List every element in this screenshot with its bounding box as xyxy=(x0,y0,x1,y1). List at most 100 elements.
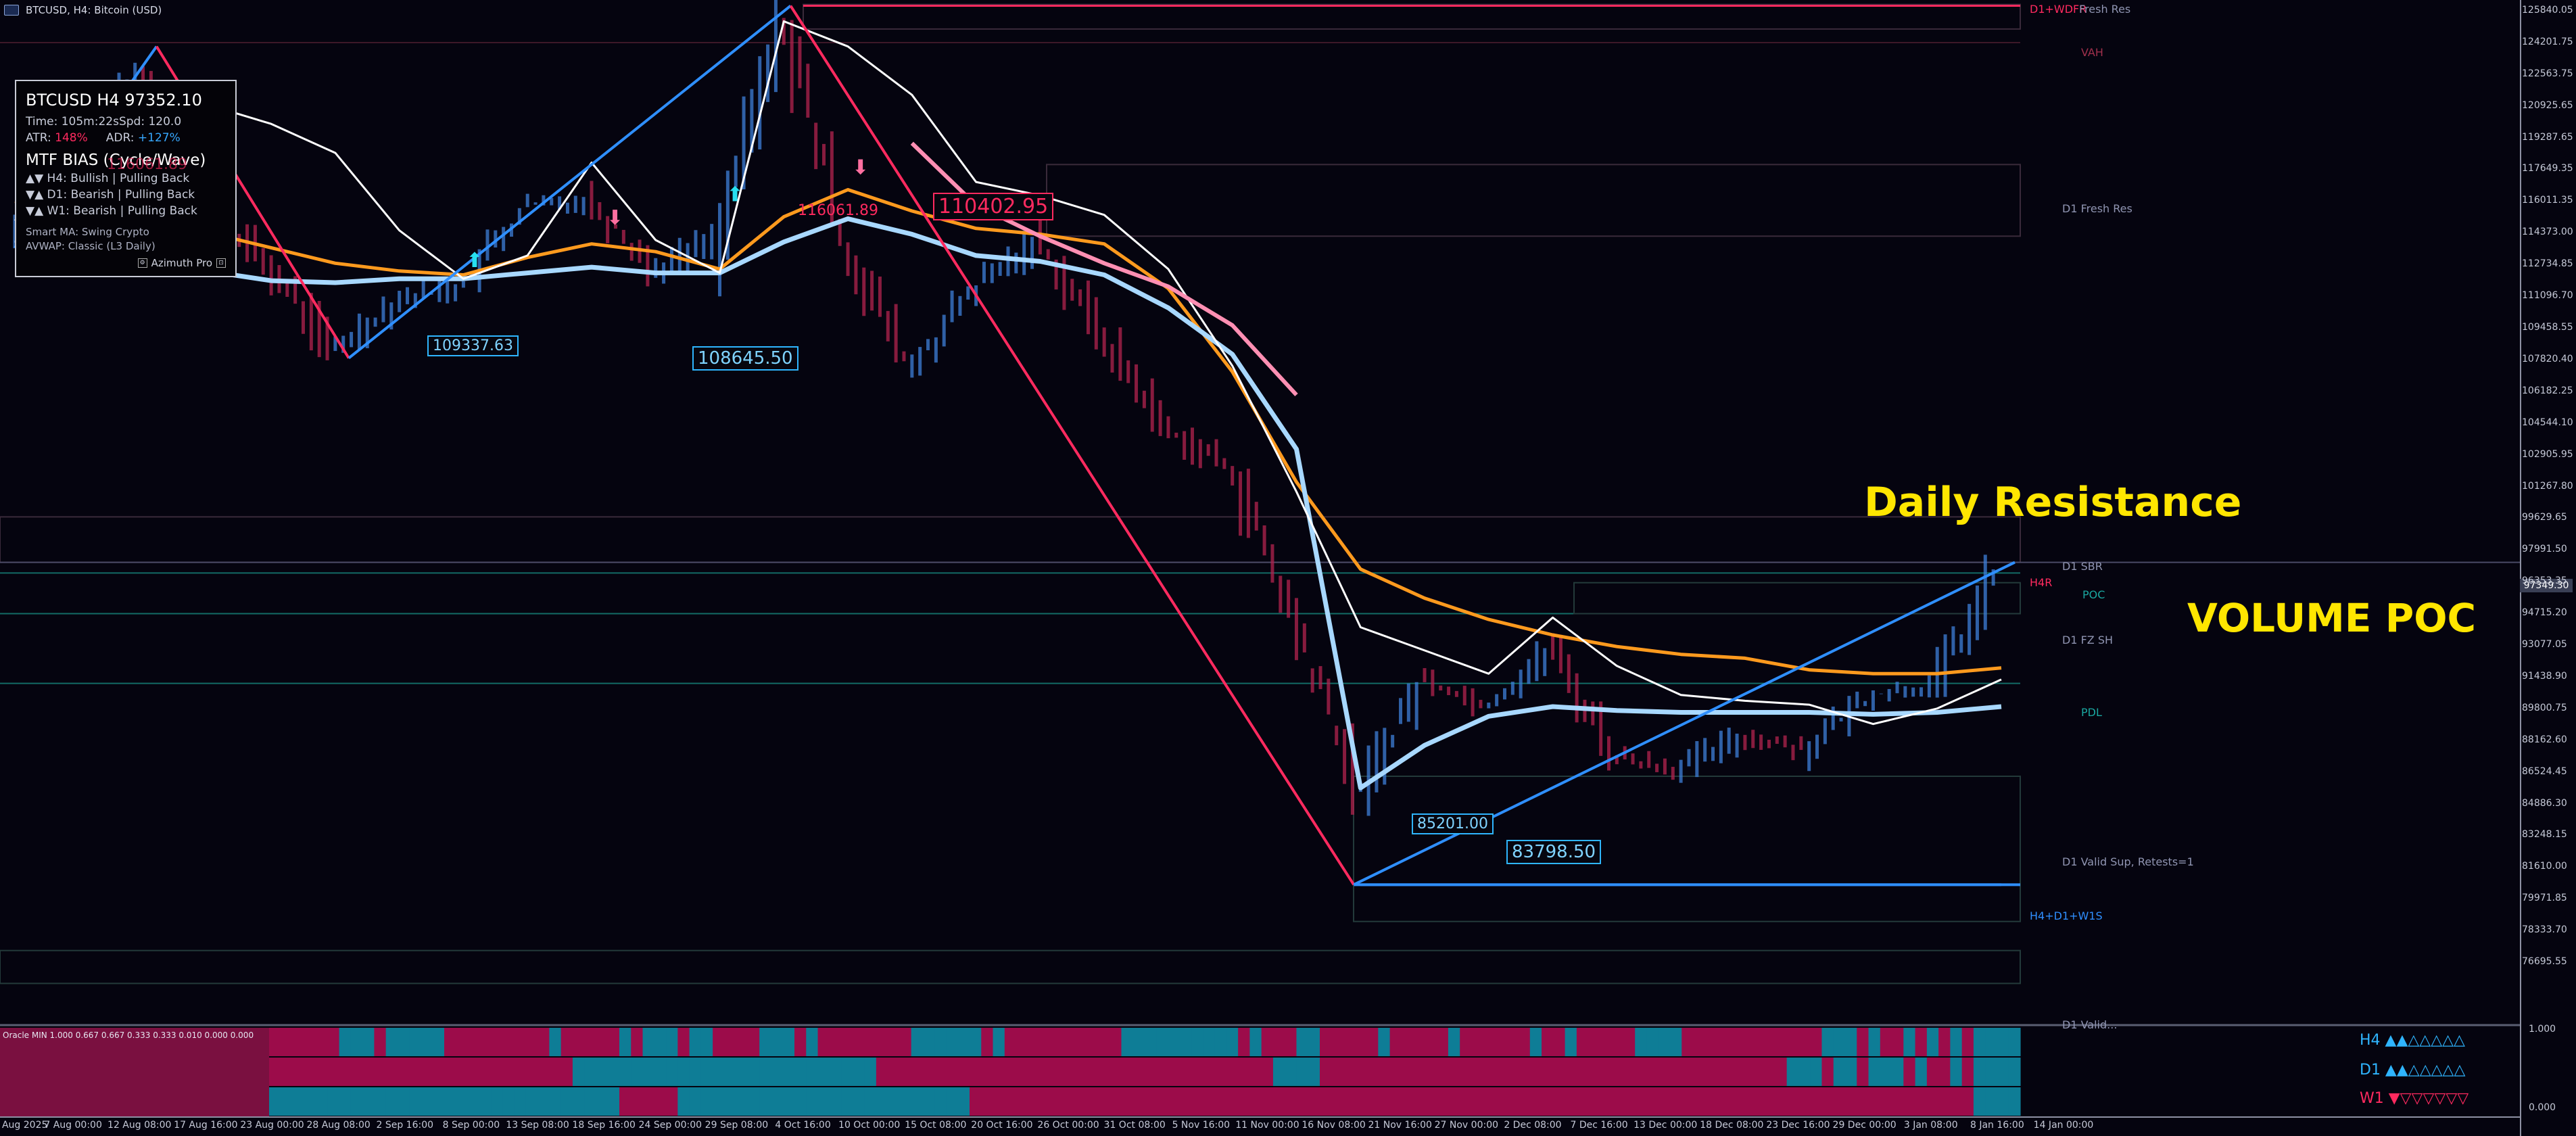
oscillator-cell xyxy=(1553,1087,1566,1116)
price-tick-label: 93077.05 xyxy=(2522,639,2567,650)
oscillator-cell xyxy=(607,1087,620,1116)
oscillator-cell xyxy=(1646,1058,1659,1086)
oscillator-cell xyxy=(666,1028,678,1056)
oscillator-cell xyxy=(397,1028,410,1056)
adr-label: ADR: xyxy=(105,131,135,145)
oscillator-cell xyxy=(397,1087,410,1116)
oscillator-cell xyxy=(1717,1028,1729,1056)
oscillator-cell xyxy=(1039,1058,1052,1086)
oscillator-cell xyxy=(1565,1087,1577,1116)
callout-low-1: 109337.63 xyxy=(427,335,519,356)
info-panel[interactable]: BTCUSD H4 97352.10 Time: 105m:22sSpd: 12… xyxy=(15,80,237,277)
oscillator-cell xyxy=(560,1028,573,1056)
oscillator-cell xyxy=(1973,1058,1986,1086)
atr-value: 148% xyxy=(55,131,88,145)
oscillator-cell xyxy=(1565,1058,1577,1086)
oscillator-cell xyxy=(631,1087,644,1116)
oscillator-cell xyxy=(1542,1087,1554,1116)
oscillator-cell xyxy=(1214,1058,1227,1086)
time-tick-label: 2 Sep 16:00 xyxy=(376,1120,434,1131)
oscillator-cell xyxy=(1145,1087,1157,1116)
oscillator-cell xyxy=(1892,1058,1904,1086)
oscillator-cell xyxy=(1004,1028,1017,1056)
oscillator-cell xyxy=(514,1028,527,1056)
price-tick-label: 91438.90 xyxy=(2522,670,2567,682)
oscillator-cell xyxy=(1681,1058,1694,1086)
oscillator-cell xyxy=(631,1028,644,1056)
oscillator-cell xyxy=(607,1028,620,1056)
adr-value: +127% xyxy=(137,131,181,145)
oscillator-cell xyxy=(596,1087,609,1116)
zone-d1-valid-sup xyxy=(1353,776,2021,922)
oscillator-cell xyxy=(596,1058,609,1086)
time-tick-label: 7 Aug 00:00 xyxy=(44,1120,102,1131)
oscillator-cell xyxy=(1810,1087,1823,1116)
oscillator-cell xyxy=(736,1087,748,1116)
oscillator-cell xyxy=(1343,1058,1356,1086)
oscillator-cell xyxy=(1868,1058,1881,1086)
bias-w1: ▼▲ W1: Bearish | Pulling Back xyxy=(26,204,197,218)
oscillator-cell xyxy=(1296,1028,1309,1056)
oscillator-cell xyxy=(1214,1087,1227,1116)
oscillator-cell xyxy=(1203,1028,1216,1056)
oscillator-cell xyxy=(1460,1028,1473,1056)
oscillator-cell xyxy=(700,1087,713,1116)
oscillator-cell xyxy=(479,1087,492,1116)
oscillator-cell xyxy=(1249,1028,1262,1056)
oscillator-cell xyxy=(1880,1087,1892,1116)
oscillator-cell xyxy=(502,1028,515,1056)
oscillator-cell xyxy=(1296,1087,1309,1116)
oscillator-cell xyxy=(467,1058,480,1086)
oscillator-cell xyxy=(946,1058,959,1086)
oscillator-cell xyxy=(806,1058,819,1086)
oscillator-cell xyxy=(853,1087,865,1116)
oscillator-cell xyxy=(456,1058,469,1086)
oscillator-cell xyxy=(1285,1058,1297,1086)
oscillator-cell xyxy=(1810,1058,1823,1086)
oscillator-cell xyxy=(281,1087,293,1116)
oscillator-cell xyxy=(1191,1028,1203,1056)
oscillator-cell xyxy=(1145,1058,1157,1086)
price-tick-label: 111096.70 xyxy=(2522,290,2573,302)
oscillator-cell xyxy=(1097,1087,1110,1116)
time-tick-label: 21 Nov 16:00 xyxy=(1368,1120,1432,1131)
oscillator-cell xyxy=(899,1028,912,1056)
oscillator-cell xyxy=(1004,1058,1017,1086)
price-tick-label: 99629.65 xyxy=(2522,512,2567,523)
oscillator-cell xyxy=(771,1028,784,1056)
smart-ma-text: Smart MA: Swing Crypto xyxy=(26,226,149,238)
oscillator-cell xyxy=(1635,1058,1648,1086)
oscillator-cell xyxy=(1997,1028,2009,1056)
oscillator-cell xyxy=(1833,1058,1846,1086)
settings-icon[interactable]: ⚙ xyxy=(137,258,147,268)
collapse-icon[interactable]: ⊡ xyxy=(216,258,226,268)
time-tick-label: 16 Nov 08:00 xyxy=(1302,1120,1366,1131)
oscillator-cell xyxy=(829,1058,842,1086)
oscillator-cell xyxy=(1086,1058,1099,1086)
price-tick-label: 122563.75 xyxy=(2522,68,2573,79)
oscillator-cell xyxy=(1004,1087,1017,1116)
oscillator-cell xyxy=(1097,1058,1110,1086)
oscillator-cell xyxy=(1821,1058,1834,1086)
time-tick-label: 23 Dec 16:00 xyxy=(1766,1120,1830,1131)
zigzag-layer: ⬆⬆⬇⬇⬇ xyxy=(14,4,2016,886)
time-tick-label: 2 Dec 08:00 xyxy=(1504,1120,1562,1131)
oscillator-cell xyxy=(747,1087,760,1116)
oscillator-cell xyxy=(922,1028,935,1056)
oscillator-cell xyxy=(957,1058,970,1086)
oscillator-cell xyxy=(1670,1058,1682,1086)
oscillator-cell xyxy=(1028,1058,1041,1086)
oscillator-cell xyxy=(1529,1028,1542,1056)
oscillator-cell xyxy=(572,1058,585,1086)
window-title: BTCUSD, H4: Bitcoin (USD) xyxy=(26,4,162,16)
oscillator-cell xyxy=(1226,1058,1239,1086)
oscillator-cell xyxy=(456,1028,469,1056)
oscillator-cell xyxy=(269,1058,281,1086)
oscillator-cell xyxy=(1121,1028,1134,1056)
atr-label: ATR: xyxy=(26,131,51,145)
time-tick-label: 23 Aug 00:00 xyxy=(240,1120,304,1131)
oscillator-cell xyxy=(957,1087,970,1116)
time-tick-label: 3 Jan 08:00 xyxy=(1903,1120,1958,1131)
oscillator-cell xyxy=(327,1087,340,1116)
